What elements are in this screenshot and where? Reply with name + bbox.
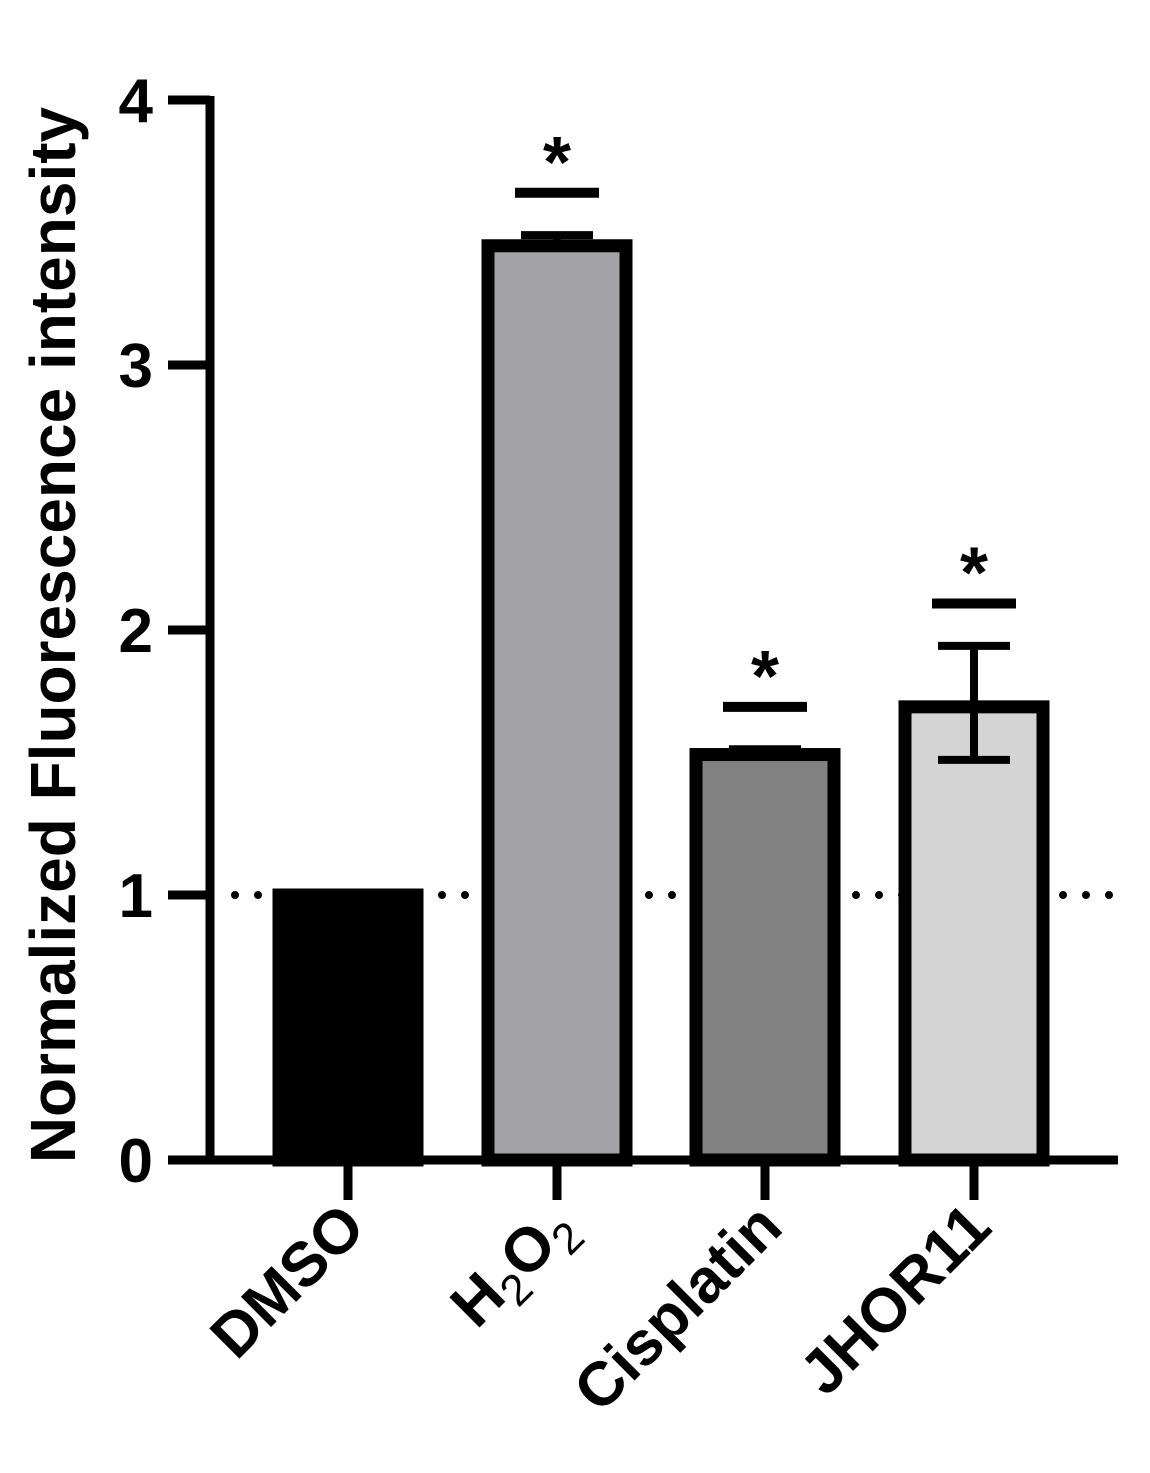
bar-cisplatin <box>689 748 841 1167</box>
x-tick-label-dmso: DMSO <box>198 1191 378 1371</box>
y-tick-label-0: 0 <box>119 1127 153 1196</box>
bar-dmso <box>272 888 424 1167</box>
significance-star-cisplatin: * <box>751 637 779 717</box>
y-tick-label-1: 1 <box>119 862 153 931</box>
bar-h2o2 <box>481 239 633 1167</box>
significance-star-h2o2: * <box>543 123 571 203</box>
bar-jhor11 <box>898 700 1050 1167</box>
y-tick-label-4: 4 <box>119 67 154 136</box>
x-tick-label-cisplatin: Cisplatin <box>561 1191 795 1425</box>
y-axis-title: Normalized Fluorescence intensity <box>17 106 89 1163</box>
x-tick-label-h2o2: H2O2 <box>438 1191 594 1347</box>
y-tick-label-2: 2 <box>119 597 153 666</box>
significance-star-jhor11: * <box>960 534 988 614</box>
x-tick-label-jhor11: JHOR11 <box>787 1191 1004 1408</box>
y-tick-label-3: 3 <box>119 332 153 401</box>
